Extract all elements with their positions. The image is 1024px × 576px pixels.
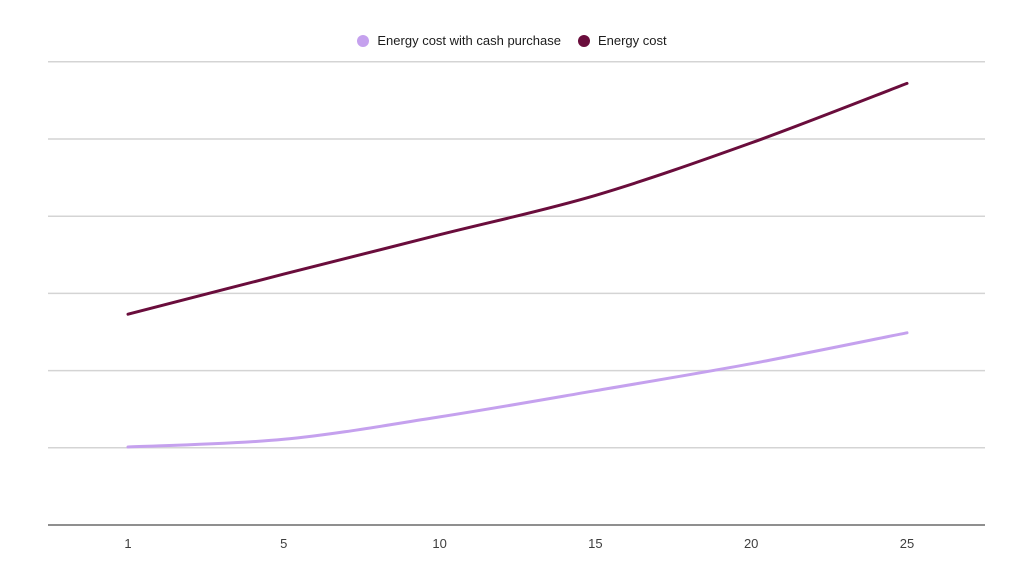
gridlines: [48, 61, 985, 526]
x-tick-label: 1: [124, 536, 131, 551]
x-tick-label: 20: [744, 536, 758, 551]
cash-purchase-legend-dot-icon: [357, 35, 370, 47]
series-line-energy-cost: [126, 81, 909, 316]
legend-item-energy-cost[interactable]: Energy cost: [577, 33, 667, 49]
legend-item-label: Energy cost: [597, 33, 667, 48]
x-tick-label: 15: [588, 536, 602, 551]
x-tick-label: 10: [432, 536, 446, 551]
chart-legend: Energy cost with cash purchase Energy co…: [0, 33, 1024, 49]
legend-item-cash-purchase[interactable]: Energy cost with cash purchase: [357, 33, 561, 49]
energy-cost-legend-dot-icon: [577, 35, 590, 47]
series-line-energy-cost-with-cash-purchase: [126, 331, 909, 449]
x-tick-label: 5: [280, 536, 287, 551]
legend-item-label: Energy cost with cash purchase: [377, 33, 561, 48]
x-tick-label: 25: [900, 536, 914, 551]
